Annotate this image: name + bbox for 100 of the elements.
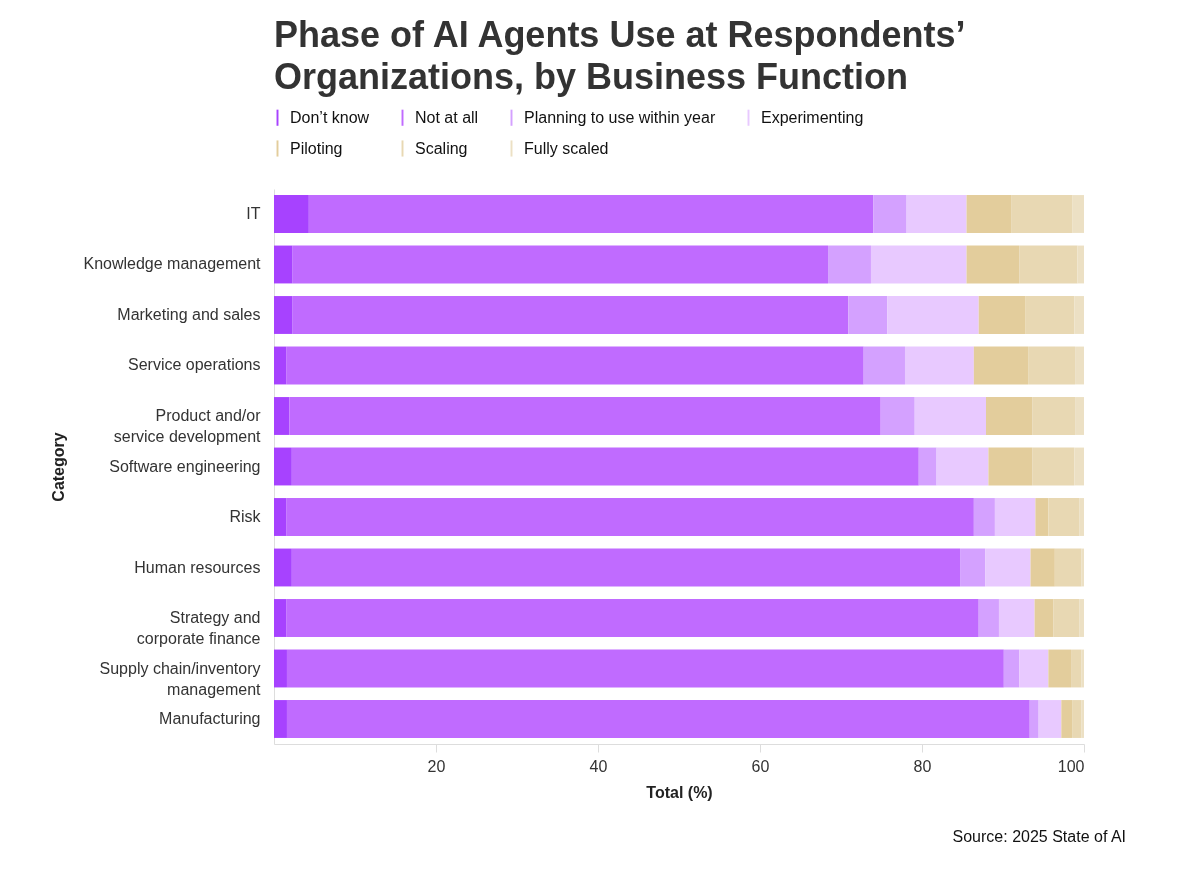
bar — [1079, 498, 1084, 536]
bar — [863, 346, 905, 385]
bar — [1077, 245, 1084, 284]
legend-label: Piloting — [290, 139, 343, 157]
y-tick-label: Product and/or service development — [113, 407, 262, 445]
bar — [978, 599, 999, 637]
y-tick-label: Strategy and corporate finance — [136, 609, 261, 647]
x-tick-label: 40 — [589, 757, 608, 775]
bar — [1048, 498, 1080, 536]
bar — [1072, 700, 1082, 738]
bar — [286, 346, 864, 385]
legend-label: Planning to use within year — [524, 108, 716, 126]
bar — [292, 245, 829, 284]
bar — [918, 447, 937, 486]
bar — [1011, 195, 1073, 233]
bar — [291, 548, 961, 587]
legend-label: Experimenting — [761, 108, 864, 126]
bar — [286, 599, 979, 637]
y-tick-label: Marketing and sales — [117, 306, 261, 323]
bar — [873, 195, 907, 233]
bar — [904, 346, 974, 385]
x-tick-label: 100 — [1057, 757, 1085, 775]
bar — [880, 397, 915, 435]
bar — [274, 195, 309, 233]
bar — [914, 397, 986, 435]
bar — [1034, 599, 1054, 637]
bar — [1003, 649, 1020, 688]
bar — [274, 447, 292, 486]
x-tick-label: 60 — [751, 757, 770, 775]
y-tick-label: Manufacturing — [159, 710, 261, 727]
y-axis-title: Category — [50, 432, 68, 502]
bar — [308, 195, 874, 233]
y-tick-label: IT — [246, 205, 261, 222]
bar — [828, 245, 871, 284]
bar — [1074, 296, 1084, 334]
bar — [973, 346, 1029, 385]
bar — [887, 296, 979, 334]
bar — [1079, 599, 1084, 637]
x-axis-title: Total (%) — [646, 783, 713, 801]
bar — [848, 296, 888, 334]
bar — [1035, 498, 1049, 536]
x-tick-label: 80 — [913, 757, 932, 775]
bar — [1074, 447, 1084, 486]
legend-label: Not at all — [415, 108, 479, 126]
bar — [985, 397, 1033, 435]
bar — [988, 447, 1033, 486]
bar — [274, 548, 292, 587]
bar — [936, 447, 989, 486]
bar — [1038, 700, 1062, 738]
bar — [274, 700, 287, 738]
bar — [286, 700, 1030, 738]
bar — [973, 498, 995, 536]
bar — [994, 498, 1036, 536]
bar — [1030, 548, 1055, 587]
y-tick-label: Software engineering — [109, 457, 261, 475]
bar — [1032, 397, 1076, 435]
bar — [274, 245, 293, 284]
bar — [292, 296, 849, 334]
legend-label: Don’t know — [290, 108, 370, 126]
bar — [1029, 700, 1039, 738]
bar — [1061, 700, 1073, 738]
source-note: Source: 2025 State of AI — [952, 828, 1126, 846]
bar — [1053, 599, 1080, 637]
bar — [998, 599, 1035, 637]
bar — [960, 548, 986, 587]
bar — [985, 548, 1031, 587]
bar — [274, 397, 290, 435]
legend-label: Scaling — [415, 139, 468, 157]
bar — [289, 397, 881, 435]
bar — [274, 346, 287, 385]
y-tick-label: Human resources — [134, 558, 261, 576]
bar — [1025, 296, 1075, 334]
bar — [1075, 397, 1084, 435]
bar — [274, 296, 293, 334]
y-tick-label: Service operations — [127, 356, 261, 374]
bar — [1071, 649, 1082, 688]
bar — [870, 245, 967, 284]
bar — [274, 649, 287, 688]
bar — [1048, 649, 1072, 688]
bar — [1032, 447, 1075, 486]
y-tick-label: Supply chain/inventory management — [99, 659, 262, 698]
legend-label: Fully scaled — [524, 139, 609, 157]
bar — [286, 649, 1004, 688]
chart-title: Phase of AI Agents Use at Respondents’ Organizations, by Business Function — [274, 14, 966, 97]
bar — [966, 245, 1020, 284]
bar — [1028, 346, 1076, 385]
bar — [978, 296, 1026, 334]
bar — [1072, 195, 1084, 233]
bar — [906, 195, 967, 233]
bar — [274, 498, 287, 536]
y-tick-label: Knowledge management — [83, 255, 262, 273]
bar — [966, 195, 1012, 233]
bar — [274, 599, 287, 637]
bar — [1019, 649, 1049, 688]
bar — [1075, 346, 1084, 385]
bar — [1019, 245, 1078, 284]
bar — [291, 447, 919, 486]
bar — [286, 498, 974, 536]
x-tick-label: 20 — [427, 757, 446, 775]
y-tick-label: Risk — [229, 508, 262, 525]
